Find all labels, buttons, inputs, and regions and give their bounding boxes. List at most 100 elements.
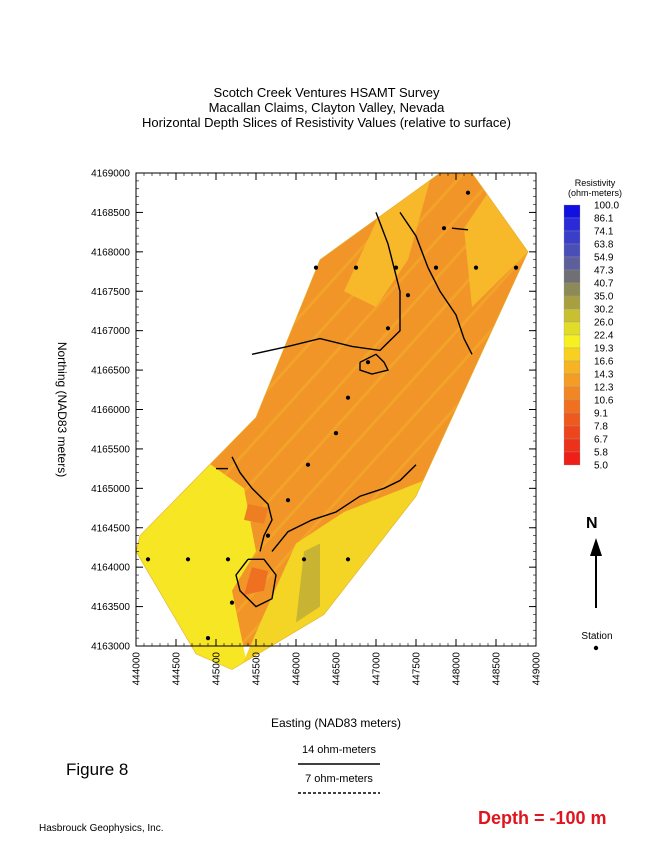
y-tick-label: 4163000 bbox=[91, 642, 130, 653]
figure-label: Figure 8 bbox=[66, 760, 129, 779]
colorbar-level-label: 74.1 bbox=[594, 227, 614, 238]
contour-14-ohm bbox=[235, 558, 277, 608]
y-tick-label: 4164500 bbox=[91, 523, 130, 534]
x-tick-label: 445000 bbox=[212, 652, 223, 686]
x-tick-label: 449000 bbox=[532, 652, 543, 686]
station-marker bbox=[393, 265, 399, 270]
station-marker bbox=[385, 326, 391, 331]
contour-14-ohm bbox=[451, 227, 469, 231]
station-marker bbox=[185, 557, 191, 562]
colorbar-swatch bbox=[563, 308, 581, 323]
station-marker bbox=[313, 265, 319, 270]
y-tick-label: 4165500 bbox=[91, 444, 130, 455]
station-legend-label: Station bbox=[581, 631, 613, 642]
resistivity-band bbox=[174, 173, 528, 646]
station-marker bbox=[229, 600, 235, 605]
colorbar-swatch bbox=[563, 217, 581, 232]
axes-layer: 444000 444500 445000 445500 446000 446500 4470… bbox=[55, 169, 543, 731]
colorbar-swatch bbox=[563, 386, 581, 401]
colorbar-swatch bbox=[563, 230, 581, 245]
colorbar-title-line1: Resistivity bbox=[574, 178, 616, 188]
station-marker bbox=[345, 395, 351, 400]
colorbar-level-label: 54.9 bbox=[594, 253, 614, 264]
colorbar-swatch bbox=[563, 269, 581, 284]
contour-14-ohm bbox=[271, 464, 417, 552]
colorbar-level-label: 19.3 bbox=[594, 344, 614, 355]
colorbar-level-label: 5.8 bbox=[594, 448, 608, 459]
station-marker bbox=[225, 557, 231, 562]
resistivity-band bbox=[140, 173, 528, 646]
colorbar-level-label: 100.0 bbox=[594, 201, 619, 212]
station-marker bbox=[265, 533, 271, 538]
legend-extras bbox=[298, 538, 602, 794]
station-marker bbox=[305, 462, 311, 467]
chart-title-line1: Scotch Creek Ventures HSAMT Survey bbox=[213, 85, 440, 100]
x-tick-label: 446500 bbox=[332, 652, 343, 686]
x-tick-label: 445500 bbox=[252, 652, 263, 686]
colorbar-level-label: 5.0 bbox=[594, 461, 608, 472]
high-resistivity-zone-center bbox=[296, 543, 320, 623]
x-axis-label: Easting (NAD83 meters) bbox=[271, 716, 401, 730]
colorbar-swatch bbox=[563, 425, 581, 440]
station-marker bbox=[365, 360, 371, 365]
colorbar-swatch bbox=[563, 347, 581, 362]
station-marker bbox=[345, 557, 351, 562]
y-tick-label: 4167000 bbox=[91, 326, 130, 337]
colorbar-title: Resistivity (ohm-meters) bbox=[550, 178, 640, 198]
colorbar-level-label: 14.3 bbox=[594, 370, 614, 381]
station-marker bbox=[433, 265, 439, 270]
chart-title-line3: Horizontal Depth Slices of Resistivity V… bbox=[142, 115, 511, 130]
contour-legend-solid-label: 14 ohm-meters bbox=[302, 744, 376, 756]
survey-boundary bbox=[135, 172, 529, 670]
credit-text: Hasbrouck Geophysics, Inc. bbox=[39, 823, 164, 834]
contour-14-ohm bbox=[231, 456, 273, 552]
north-arrow-label: N bbox=[586, 515, 598, 532]
station-marker bbox=[441, 226, 447, 231]
colorbar-level-label: 47.3 bbox=[594, 266, 614, 277]
colorbar-swatch bbox=[563, 451, 581, 466]
contour-14-ohm bbox=[359, 353, 390, 375]
colorbar-swatch bbox=[563, 334, 581, 349]
station-marker bbox=[333, 431, 339, 436]
colorbar-level-label: 26.0 bbox=[594, 318, 614, 329]
x-tick-label: 446000 bbox=[292, 652, 303, 686]
colorbar-level-label: 7.8 bbox=[594, 422, 608, 433]
colorbar-level-label: 9.1 bbox=[594, 409, 608, 420]
y-tick-label: 4164000 bbox=[91, 563, 130, 574]
y-tick-label: 4167500 bbox=[91, 287, 130, 298]
chart-title-line2: Macallan Claims, Clayton Valley, Nevada bbox=[208, 100, 445, 115]
station-marker bbox=[405, 293, 411, 298]
resistivity-zone-ne bbox=[464, 180, 528, 307]
colorbar-level-label: 10.6 bbox=[594, 396, 614, 407]
colorbar-title-line2: (ohm-meters) bbox=[567, 188, 622, 198]
colorbar-swatch bbox=[563, 438, 581, 453]
station-marker bbox=[145, 557, 151, 562]
colorbar-swatch bbox=[563, 256, 581, 271]
high-resistivity-zone-sw bbox=[136, 456, 256, 670]
colorbar-swatch bbox=[563, 412, 581, 427]
contour-14-ohm bbox=[399, 212, 473, 355]
colorbar-swatch bbox=[563, 399, 581, 414]
station-legend-marker bbox=[593, 645, 599, 651]
colorbar-level-label: 35.0 bbox=[594, 292, 614, 303]
x-tick-label: 448000 bbox=[452, 652, 463, 686]
colorbar-level-label: 6.7 bbox=[594, 435, 608, 446]
depth-label: Depth = -100 m bbox=[478, 808, 607, 828]
y-tick-label: 4168500 bbox=[91, 208, 130, 219]
low-resistivity-patch bbox=[244, 567, 268, 595]
station-marker bbox=[205, 636, 211, 641]
x-tick-label: 447000 bbox=[372, 652, 383, 686]
colorbar-level-label: 63.8 bbox=[594, 240, 614, 251]
y-tick-label: 4166000 bbox=[91, 405, 130, 416]
x-tick-label: 447500 bbox=[412, 652, 423, 686]
station-marker bbox=[465, 190, 471, 195]
station-marker bbox=[513, 265, 519, 270]
colorbar-swatch bbox=[563, 204, 581, 219]
y-tick-label: 4168000 bbox=[91, 247, 130, 258]
colorbar: 100.0 86.1 74.1 63.8 54.9 47.3 40.7 35.0 30.2 26.… bbox=[563, 201, 619, 472]
resistivity-band bbox=[208, 173, 528, 646]
station-marker bbox=[285, 498, 291, 503]
contour-14-ohm bbox=[251, 212, 401, 355]
station-marker bbox=[353, 265, 359, 270]
